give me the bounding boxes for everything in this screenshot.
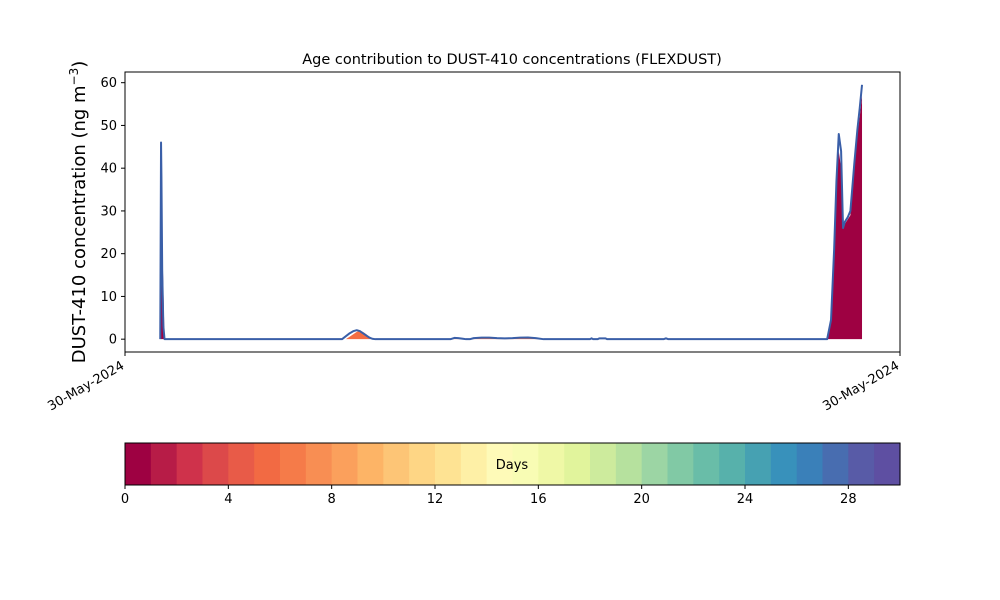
colorbar-tick-label: 12	[427, 492, 444, 507]
colorbar-segment	[176, 443, 204, 485]
colorbar-segment	[435, 443, 462, 485]
colorbar-segment	[874, 443, 901, 485]
colorbar-ticks: 0 4 8 12 16 20 24 28	[121, 485, 857, 507]
y-tick-label: 30	[100, 204, 117, 219]
colorbar-tick-label: 20	[633, 492, 650, 507]
x-tick-label: 30-May-2024	[45, 358, 127, 414]
colorbar-segment	[202, 443, 229, 485]
colorbar-segment	[460, 443, 488, 485]
x-tick-label: 30-May-2024	[820, 358, 902, 414]
y-axis: 0 10 20 30 40 50 60	[100, 76, 125, 348]
colorbar-segment	[125, 443, 152, 485]
y-axis-label-main: DUST-410 concentration (ng m	[69, 85, 90, 363]
y-tick-label: 0	[109, 333, 117, 348]
y-tick-label: 50	[100, 119, 117, 134]
y-tick-label: 60	[100, 76, 117, 91]
colorbar-segment	[305, 443, 333, 485]
colorbar-segment	[719, 443, 746, 485]
colorbar-tick-label: 24	[737, 492, 754, 507]
y-axis-label: DUST-410 concentration (ng m−3)	[67, 61, 90, 364]
colorbar-segment	[331, 443, 359, 485]
colorbar-segment	[667, 443, 694, 485]
y-axis-label-exponent: −3	[67, 68, 81, 86]
colorbar-segment	[228, 443, 255, 485]
plot-area	[159, 84, 864, 341]
y-tick-label: 10	[100, 290, 117, 305]
colorbar-segment	[564, 443, 591, 485]
area-series-age-0-0	[160, 95, 863, 340]
colorbar-segment	[409, 443, 436, 485]
colorbar-tick-label: 16	[530, 492, 547, 507]
colorbar-segment	[641, 443, 669, 485]
colorbar-segment	[254, 443, 281, 485]
colorbar-tick-label: 0	[121, 492, 129, 507]
y-axis-label-close: )	[69, 61, 90, 68]
colorbar-segment	[486, 443, 514, 485]
colorbar-segment	[150, 443, 178, 485]
chart-title: Age contribution to DUST-410 concentrati…	[302, 52, 722, 68]
colorbar-segment	[357, 443, 384, 485]
colorbar-tick-label: 8	[328, 492, 336, 507]
colorbar-segment	[538, 443, 565, 485]
colorbar-segment	[280, 443, 307, 485]
colorbar	[125, 443, 901, 485]
x-axis: 30-May-2024 30-May-2024	[45, 352, 902, 414]
colorbar-segment	[745, 443, 772, 485]
colorbar-segment	[693, 443, 720, 485]
colorbar-segment	[383, 443, 410, 485]
y-tick-label: 20	[100, 247, 117, 262]
colorbar-segment	[848, 443, 875, 485]
total-concentration-line	[159, 84, 864, 341]
colorbar-segment	[512, 443, 539, 485]
colorbar-tick-label: 28	[840, 492, 857, 507]
colorbar-label: Days	[496, 458, 529, 473]
colorbar-segment	[615, 443, 643, 485]
colorbar-tick-label: 4	[224, 492, 232, 507]
colorbar-segment	[590, 443, 617, 485]
colorbar-frame	[124, 442, 901, 486]
colorbar-segment	[822, 443, 849, 485]
y-tick-label: 40	[100, 162, 117, 177]
colorbar-segment	[796, 443, 824, 485]
plot-frame	[124, 71, 901, 353]
colorbar-segment	[770, 443, 798, 485]
